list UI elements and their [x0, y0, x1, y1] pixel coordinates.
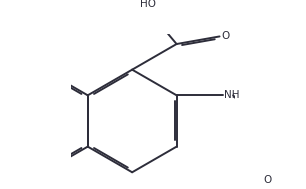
Text: HO: HO	[140, 0, 156, 9]
Text: O: O	[263, 175, 272, 185]
Text: NH: NH	[224, 90, 240, 100]
Text: O: O	[222, 31, 230, 41]
